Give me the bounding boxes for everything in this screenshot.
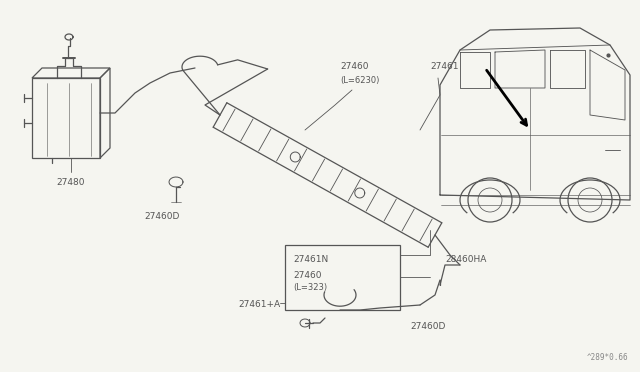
Text: 27460: 27460 bbox=[293, 271, 321, 280]
Text: ^289*0.66: ^289*0.66 bbox=[586, 353, 628, 362]
Text: 27460: 27460 bbox=[340, 62, 369, 71]
Text: 28460HA: 28460HA bbox=[445, 255, 486, 264]
Text: 27461: 27461 bbox=[430, 62, 458, 71]
Text: (L=323): (L=323) bbox=[293, 283, 327, 292]
Text: (L=6230): (L=6230) bbox=[340, 76, 380, 85]
Text: 27460D: 27460D bbox=[144, 212, 180, 221]
Text: 27461+A: 27461+A bbox=[238, 300, 280, 309]
Text: 27460D: 27460D bbox=[410, 322, 445, 331]
Text: 27480: 27480 bbox=[57, 178, 85, 187]
Text: 27461N: 27461N bbox=[293, 255, 328, 264]
